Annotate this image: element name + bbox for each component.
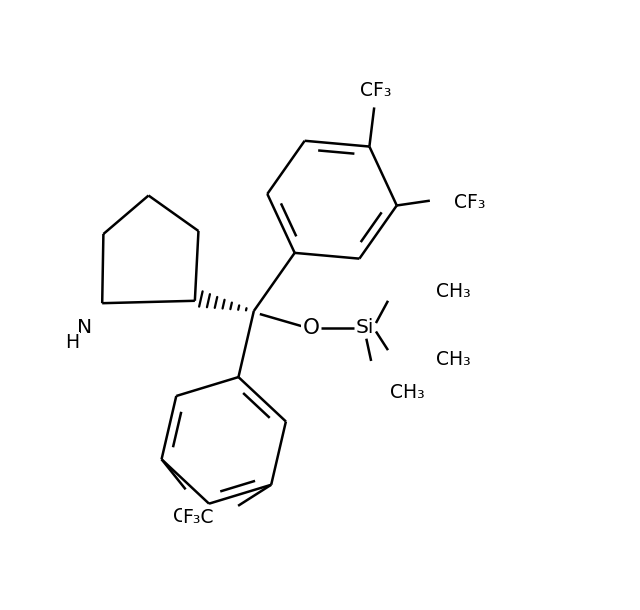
Text: CF₃: CF₃ — [454, 193, 485, 212]
Text: CF₃: CF₃ — [173, 508, 204, 526]
Text: O: O — [303, 318, 319, 338]
Text: F₃C: F₃C — [182, 508, 214, 528]
Text: Si: Si — [356, 318, 374, 337]
Text: CH₃: CH₃ — [436, 282, 471, 301]
Text: CH₃: CH₃ — [436, 350, 471, 369]
Text: CF₃: CF₃ — [360, 81, 391, 100]
Text: H: H — [65, 333, 79, 352]
Text: N: N — [77, 318, 92, 337]
Text: CH₃: CH₃ — [390, 383, 425, 403]
